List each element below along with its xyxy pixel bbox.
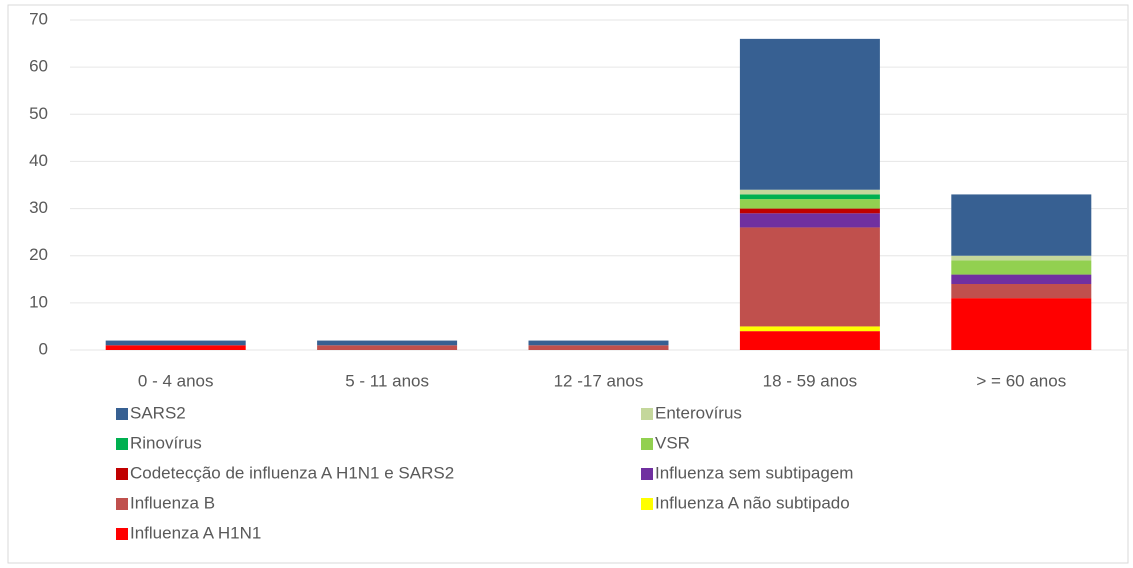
bar-segment [951,284,1092,299]
x-tick-label: 5 - 11 anos [345,371,429,390]
bar-segment [951,298,1092,350]
y-tick-label: 50 [29,104,48,123]
y-tick-label: 70 [29,9,48,28]
bar-segment [739,208,880,214]
bar-segment [739,227,880,327]
bar-segment [951,274,1092,284]
x-tick-label: 0 - 4 anos [138,371,214,390]
y-tick-label: 20 [29,245,48,264]
bar-segment [317,345,458,350]
legend-swatch [641,408,653,420]
bar-segment [951,255,1092,261]
legend-swatch [116,498,128,510]
y-tick-label: 10 [29,292,48,311]
bar-segment [739,326,880,332]
legend-swatch [641,498,653,510]
chart-frame [7,4,1129,564]
bar-segment [951,260,1092,275]
bar-segment [739,199,880,209]
legend-label: Influenza A não subtipado [655,493,850,512]
bar-segment [317,340,458,346]
bar-segment [739,213,880,228]
bar-segment [739,194,880,200]
bar-segment [739,38,880,190]
legend-label: VSR [655,433,690,452]
bar-segment [739,189,880,195]
legend-swatch [641,468,653,480]
legend-label: Influenza B [130,493,215,512]
bar-segment [105,345,246,350]
legend-label: Enterovírus [655,403,742,422]
y-tick-label: 0 [39,339,48,358]
y-tick-label: 40 [29,151,48,170]
y-tick-label: 30 [29,198,48,217]
bar-segment [105,340,246,346]
legend-swatch [641,438,653,450]
legend-swatch [116,528,128,540]
legend-swatch [116,438,128,450]
legend-label: Influenza A H1N1 [130,523,261,542]
legend-label: Codetecção de influenza A H1N1 e SARS2 [130,463,454,482]
x-tick-label: 18 - 59 anos [763,371,858,390]
legend-swatch [116,468,128,480]
x-tick-label: 12 -17 anos [554,371,644,390]
bar-segment [528,345,669,350]
legend-label: Rinovírus [130,433,202,452]
legend-label: SARS2 [130,403,186,422]
legend-label: Influenza sem subtipagem [655,463,853,482]
x-tick-label: > = 60 anos [976,371,1066,390]
legend-swatch [116,408,128,420]
bar-segment [528,340,669,346]
bar-segment [739,331,880,350]
y-tick-label: 60 [29,57,48,76]
bar-segment [951,194,1092,256]
